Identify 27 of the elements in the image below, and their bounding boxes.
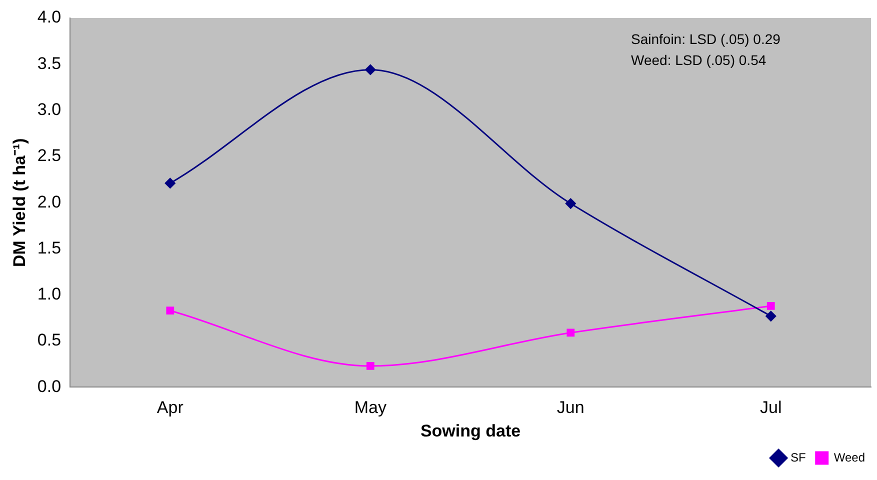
x-tick-label: Jul [760, 398, 782, 418]
annotation: Weed: LSD (.05) 0.54 [631, 52, 766, 68]
y-tick-label: 2.5 [37, 146, 62, 166]
y-tick-label: 3.5 [37, 54, 62, 73]
y-tick-label: 2.0 [37, 192, 62, 212]
y-tick-label: 1.5 [37, 238, 62, 258]
legend-label: Weed [834, 450, 866, 464]
annotation: Sainfoin: LSD (.05) 0.29 [631, 30, 781, 47]
y-tick-label: 1.0 [37, 284, 62, 304]
point [565, 198, 576, 209]
point [365, 64, 376, 75]
point [166, 306, 174, 315]
x-tick-label: May [354, 398, 387, 418]
legend-label: SF [790, 450, 806, 464]
y-tick-label: 0.5 [37, 330, 62, 350]
x-tick-label: Jun [556, 398, 584, 418]
point [366, 362, 374, 370]
point [766, 310, 776, 322]
y-tick-label: 0.0 [37, 376, 62, 396]
point [766, 302, 775, 310]
point [566, 328, 575, 337]
x-axis-title: Sowing date [420, 421, 521, 440]
point [164, 178, 176, 188]
y-axis-title: DM Yield (t ha⁻¹) [10, 138, 29, 267]
y-tick-label: 3.0 [37, 100, 62, 119]
y-tick-label: 4.0 [37, 8, 62, 27]
x-tick-label: Apr [156, 398, 184, 418]
